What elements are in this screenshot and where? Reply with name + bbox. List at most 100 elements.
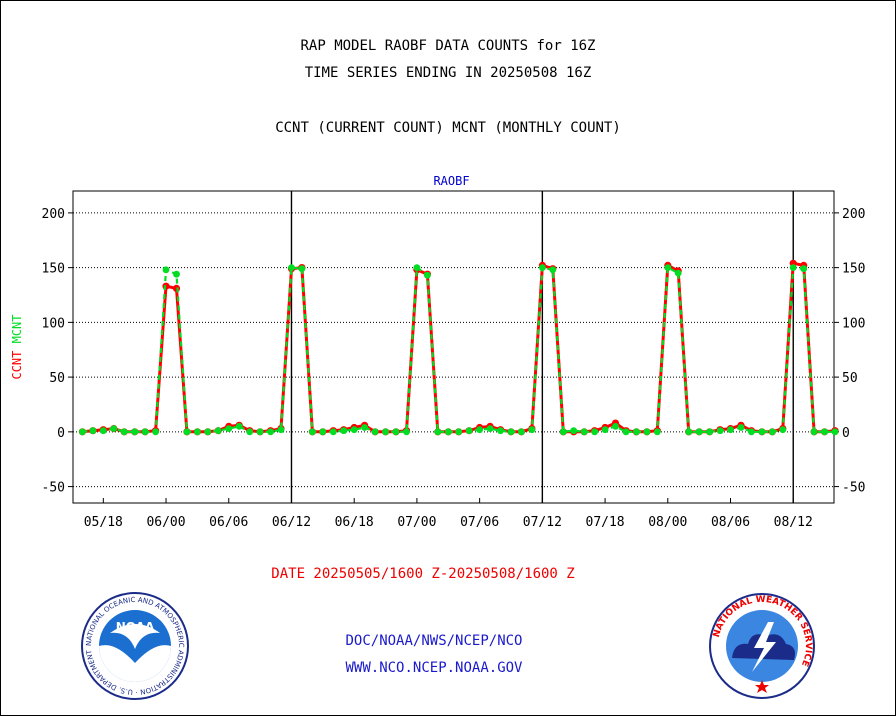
ytick-label-right: 100 (842, 316, 865, 331)
point-mcnt (779, 426, 787, 434)
y-axis-label-gap (10, 343, 24, 350)
point-mcnt (559, 428, 567, 436)
xtick-label: 07/18 (586, 515, 625, 530)
point-mcnt (183, 428, 191, 436)
point-mcnt (549, 266, 557, 274)
ytick-label-left: 100 (42, 316, 65, 331)
point-mcnt (413, 264, 421, 271)
point-mcnt (601, 426, 609, 434)
point-mcnt (340, 427, 348, 435)
point-mcnt (277, 426, 285, 434)
point-mcnt (695, 428, 703, 436)
xtick-label: 05/18 (84, 515, 123, 530)
point-mcnt (194, 428, 201, 436)
point-mcnt (758, 428, 766, 436)
y-axis-label: CCNT MCNT (10, 314, 24, 379)
point-mcnt (152, 428, 160, 436)
ytick-label-right: 200 (842, 207, 865, 222)
point-mcnt (319, 428, 327, 436)
point-mcnt (246, 428, 254, 436)
point-mcnt (173, 270, 180, 278)
point-mcnt (371, 428, 379, 436)
point-mcnt (162, 266, 170, 274)
point-mcnt (674, 269, 682, 277)
noaa-logo: NATIONAL OCEANIC AND ATMOSPHERIC ADMINIS… (80, 591, 189, 700)
y-axis-label-mcnt: MCNT (10, 314, 24, 343)
xtick-label: 08/00 (648, 515, 687, 530)
point-mcnt (727, 426, 734, 434)
xtick-label: 07/06 (460, 515, 499, 530)
point-mcnt (235, 423, 243, 430)
point-mcnt (653, 428, 661, 436)
y-axis-label-ccnt: CCNT (10, 351, 24, 380)
point-mcnt (518, 428, 525, 436)
point-mcnt (612, 423, 619, 430)
point-mcnt (329, 428, 337, 436)
point-mcnt (570, 427, 578, 435)
point-mcnt (99, 427, 107, 435)
ytick-label-right: 50 (842, 371, 858, 386)
xtick-label: 07/00 (397, 515, 436, 530)
link-doc-noaa[interactable]: DOC/NOAA/NWS/NCEP/NCO (345, 633, 523, 649)
point-mcnt (267, 428, 274, 436)
date-range: DATE 20250505/1600 Z-20250508/1600 Z (271, 566, 575, 582)
xtick-label: 08/12 (774, 515, 813, 530)
point-mcnt (141, 428, 149, 436)
plot-title: RAOBF (433, 174, 469, 188)
point-mcnt (591, 428, 598, 436)
point-mcnt (361, 424, 368, 431)
xtick-label: 08/06 (711, 515, 750, 530)
xtick-label: 07/12 (523, 515, 562, 530)
xtick-label: 06/00 (146, 515, 185, 530)
noaa-logo-text: NOAA (116, 620, 155, 634)
point-mcnt (131, 428, 139, 436)
link-nco-website[interactable]: WWW.NCO.NCEP.NOAA.GOV (345, 660, 523, 676)
point-mcnt (120, 428, 128, 436)
point-mcnt (789, 264, 797, 271)
point-mcnt (476, 426, 483, 434)
point-mcnt (350, 426, 358, 434)
xtick-label: 06/06 (209, 515, 248, 530)
point-mcnt (768, 428, 776, 436)
ytick-label-left: 150 (42, 262, 65, 277)
point-mcnt (89, 427, 97, 435)
ytick-label-left: 0 (57, 426, 65, 441)
point-mcnt (298, 265, 306, 273)
point-mcnt (403, 428, 410, 436)
point-mcnt (706, 428, 713, 436)
point-mcnt (434, 428, 442, 436)
point-mcnt (455, 428, 463, 436)
point-mcnt (444, 428, 452, 436)
point-mcnt (633, 428, 640, 436)
point-mcnt (810, 428, 818, 436)
point-mcnt (664, 264, 672, 271)
point-mcnt (225, 425, 233, 432)
point-mcnt (685, 428, 693, 436)
point-mcnt (256, 428, 264, 436)
xtick-label: 06/12 (272, 515, 311, 530)
chart-title-line1: RAP MODEL RAOBF DATA COUNTS for 16Z (300, 38, 596, 54)
ytick-label-right: -50 (842, 481, 865, 496)
point-mcnt (580, 428, 588, 436)
point-mcnt (821, 428, 828, 436)
point-mcnt (424, 271, 431, 279)
point-mcnt (79, 428, 86, 436)
point-mcnt (465, 427, 473, 435)
plot-area (72, 190, 835, 504)
point-mcnt (507, 428, 515, 436)
point-mcnt (204, 428, 212, 436)
point-mcnt (831, 428, 839, 436)
point-mcnt (110, 425, 118, 432)
point-mcnt (539, 264, 546, 271)
nws-logo: NATIONAL WEATHER SERVICE (709, 593, 815, 699)
ytick-label-left: -50 (42, 481, 65, 496)
point-mcnt (392, 428, 400, 436)
point-mcnt (309, 428, 316, 436)
point-mcnt (528, 426, 536, 434)
chart-subtitle: CCNT (CURRENT COUNT) MCNT (MONTHLY COUNT… (275, 120, 621, 136)
point-mcnt (486, 425, 494, 432)
xtick-label: 06/18 (335, 515, 374, 530)
ytick-label-right: 150 (842, 262, 865, 277)
